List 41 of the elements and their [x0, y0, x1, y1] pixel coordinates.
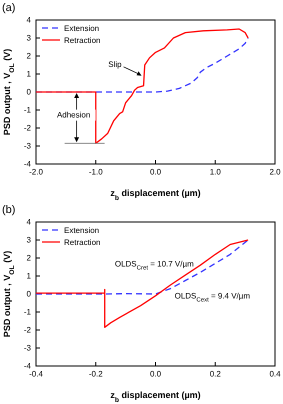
y-tick-label: -4 — [24, 160, 32, 169]
annotation: Slip — [108, 60, 122, 69]
y-tick-label: 4 — [26, 218, 32, 227]
x-tick-label: 0.4 — [269, 370, 282, 379]
x-tick-label: 0.2 — [210, 370, 222, 379]
y-tick-label: -2 — [24, 124, 32, 133]
legend-label: Retraction — [64, 238, 100, 247]
legend-label: Extension — [64, 24, 100, 33]
y-tick-label: 3 — [26, 236, 32, 245]
x-tick-label: -0.4 — [29, 370, 44, 379]
y-tick-label: -1 — [24, 308, 32, 317]
legend-label: Retraction — [64, 36, 100, 45]
y-tick-label: 2 — [26, 52, 32, 61]
y-tick-label: -3 — [24, 142, 32, 151]
y-tick-label: 1 — [26, 272, 32, 281]
y-tick-label: 3 — [26, 34, 32, 43]
annotation: Adhesion — [56, 110, 90, 120]
y-tick-label: 0 — [26, 290, 32, 299]
y-tick-label: -4 — [24, 362, 32, 371]
y-tick-label: 0 — [26, 88, 32, 97]
annotation: OLDS$_{Cext}$ = 9.4 V/µm — [174, 291, 250, 304]
chart-title: (b) — [2, 204, 16, 216]
y-tick-label: -2 — [24, 326, 32, 335]
y-tick-label: 2 — [26, 254, 32, 263]
y-tick-label: -1 — [24, 106, 32, 115]
x-tick-label: -0.2 — [88, 370, 104, 379]
y-tick-label: 1 — [26, 70, 32, 79]
x-tick-label: -2.0 — [29, 168, 44, 177]
x-tick-label: 2.0 — [269, 168, 282, 177]
x-tick-label: -1.0 — [88, 168, 104, 177]
x-tick-label: 1.0 — [210, 168, 222, 177]
legend-label: Extension — [64, 226, 100, 235]
y-tick-label: 4 — [26, 16, 32, 25]
x-tick-label: 0.0 — [150, 168, 162, 177]
chart-title: (a) — [2, 2, 16, 14]
y-tick-label: -3 — [24, 344, 32, 353]
x-axis-title: z$_{b}$ displacement (µm) — [110, 390, 201, 404]
x-axis-title: z$_{b}$ displacement (µm) — [110, 188, 201, 202]
x-tick-label: 0.0 — [150, 370, 162, 379]
annotation: OLDS$_{Cret}$ = 10.7 V/µm — [114, 260, 194, 272]
line-series — [35, 239, 249, 328]
